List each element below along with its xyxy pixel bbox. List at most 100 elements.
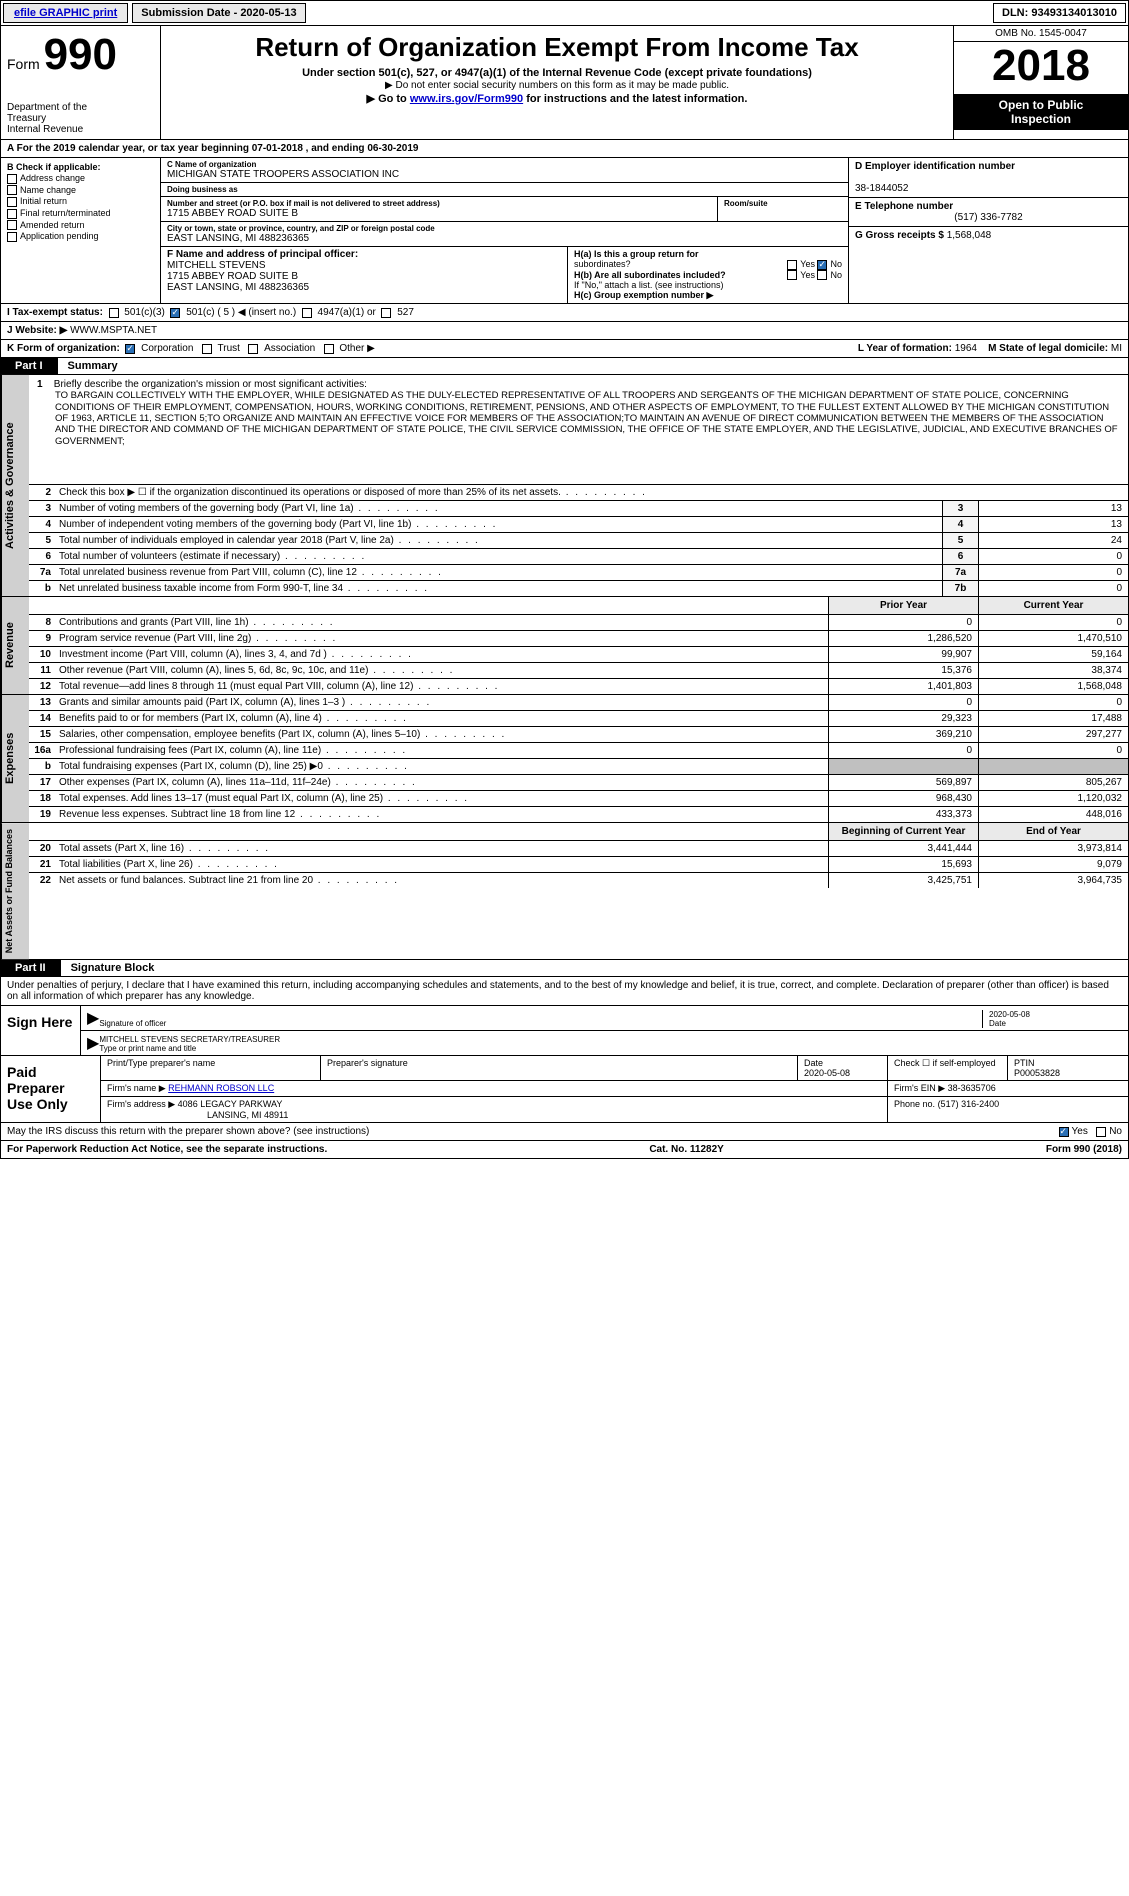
opt-initial: Initial return: [20, 196, 67, 206]
chk-address-change[interactable]: Address change: [7, 173, 154, 184]
checkbox-icon[interactable]: [1096, 1127, 1106, 1137]
vtab-governance: Activities & Governance: [1, 375, 29, 596]
irs-link[interactable]: www.irs.gov/Form990: [410, 93, 523, 105]
line-desc: Investment income (Part VIII, column (A)…: [55, 647, 828, 662]
table-row: 17Other expenses (Part IX, column (A), l…: [29, 775, 1128, 791]
line-val: 0: [978, 565, 1128, 580]
mission-label: Briefly describe the organization's miss…: [54, 379, 367, 390]
phone-row: E Telephone number (517) 336-7782: [849, 198, 1128, 227]
checkbox-checked-icon[interactable]: [125, 344, 135, 354]
expenses-lines: 13Grants and similar amounts paid (Part …: [29, 695, 1128, 822]
chk-final-return[interactable]: Final return/terminated: [7, 208, 154, 219]
chk-name-change[interactable]: Name change: [7, 185, 154, 196]
checkbox-checked-icon[interactable]: [1059, 1127, 1069, 1137]
sig-date-label: Date: [989, 1019, 1122, 1028]
governance-body: 1 Briefly describe the organization's mi…: [29, 375, 1128, 596]
hb-note: If "No," attach a list. (see instruction…: [574, 280, 842, 290]
line-box: 7b: [942, 581, 978, 596]
sig-line-2: ▶ MITCHELL STEVENS SECRETARY/TREASURER T…: [81, 1031, 1128, 1055]
sig-declaration: Under penalties of perjury, I declare th…: [1, 977, 1128, 1006]
sig-date-val: 2020-05-08: [989, 1010, 1122, 1019]
line-num: 13: [29, 695, 55, 710]
current-val: 805,267: [978, 775, 1128, 790]
line-desc: Total liabilities (Part X, line 26): [55, 857, 828, 872]
yes-label: Yes: [1072, 1126, 1088, 1137]
efile-print-button[interactable]: efile GRAPHIC print: [3, 3, 128, 23]
begin-year-header: Beginning of Current Year: [828, 823, 978, 840]
current-val: 3,964,735: [978, 873, 1128, 888]
prior-val: 3,425,751: [828, 873, 978, 888]
checkbox-icon[interactable]: [109, 308, 119, 318]
arrow-icon: ▶: [87, 1008, 99, 1028]
line-num: 20: [29, 841, 55, 856]
firm-address: Firm's address ▶ 4086 LEGACY PARKWAY LAN…: [101, 1097, 888, 1122]
table-row: 8Contributions and grants (Part VIII, li…: [29, 615, 1128, 631]
firm-name-link[interactable]: REHMANN ROBSON LLC: [168, 1083, 274, 1093]
line-val: 0: [978, 549, 1128, 564]
table-row: 7aTotal unrelated business revenue from …: [29, 565, 1128, 581]
line-desc: Net unrelated business taxable income fr…: [55, 581, 942, 596]
website-value: WWW.MSPTA.NET: [70, 325, 157, 336]
form-number: Form 990: [7, 30, 154, 80]
table-row: 22Net assets or fund balances. Subtract …: [29, 873, 1128, 888]
checkbox-icon[interactable]: [202, 344, 212, 354]
checkbox-icon[interactable]: [817, 270, 827, 280]
prep-line-1: Print/Type preparer's name Preparer's si…: [101, 1056, 1128, 1081]
current-val: 1,568,048: [978, 679, 1128, 694]
checkbox-icon[interactable]: [302, 308, 312, 318]
checkbox-icon[interactable]: [787, 260, 797, 270]
current-val: 0: [978, 695, 1128, 710]
firm-name: Firm's name ▶ REHMANN ROBSON LLC: [101, 1081, 888, 1096]
chk-application-pending[interactable]: Application pending: [7, 231, 154, 242]
firm-phone: Phone no. (517) 316-2400: [888, 1097, 1128, 1122]
sig-date: 2020-05-08 Date: [982, 1010, 1122, 1028]
signature-block: Under penalties of perjury, I declare th…: [0, 977, 1129, 1123]
checkbox-icon: [7, 197, 17, 207]
preparer-row: Paid Preparer Use Only Print/Type prepar…: [1, 1055, 1128, 1122]
governance-lines: 2Check this box ▶ ☐ if the organization …: [29, 485, 1128, 596]
firm-addr-val: 4086 LEGACY PARKWAY: [178, 1099, 283, 1109]
line-num: 18: [29, 791, 55, 806]
m-value: MI: [1111, 343, 1122, 354]
line-num: b: [29, 581, 55, 596]
netassets-lines: 20Total assets (Part X, line 16)3,441,44…: [29, 841, 1128, 888]
form-title: Return of Organization Exempt From Incom…: [169, 32, 945, 63]
line-num: 10: [29, 647, 55, 662]
end-year-header: End of Year: [978, 823, 1128, 840]
checkbox-icon[interactable]: [787, 270, 797, 280]
form-prefix: Form: [7, 56, 40, 72]
checkbox-icon: [7, 220, 17, 230]
checkbox-checked-icon[interactable]: [170, 308, 180, 318]
sign-here-row: Sign Here ▶ Signature of officer 2020-05…: [1, 1006, 1128, 1055]
checkbox-icon[interactable]: [381, 308, 391, 318]
prior-val: [828, 759, 978, 774]
current-val: 1,120,032: [978, 791, 1128, 806]
spacer: [29, 823, 828, 840]
line-num: b: [29, 759, 55, 774]
table-row: 16aProfessional fundraising fees (Part I…: [29, 743, 1128, 759]
officer-addr2: EAST LANSING, MI 488236365: [167, 282, 561, 293]
room-suite: Room/suite: [718, 197, 848, 221]
line-val: 0: [978, 581, 1128, 596]
prior-val: 1,286,520: [828, 631, 978, 646]
firm-addr-label: Firm's address ▶: [107, 1099, 175, 1109]
topbar-spacer: [308, 1, 991, 25]
preparer-label: Paid Preparer Use Only: [1, 1056, 101, 1122]
street-cell: Number and street (or P.O. box if mail i…: [161, 197, 848, 222]
checkbox-checked-icon[interactable]: [817, 260, 827, 270]
cat-no: Cat. No. 11282Y: [649, 1144, 723, 1155]
column-b: B Check if applicable: Address change Na…: [1, 158, 161, 303]
sig-line-1: ▶ Signature of officer 2020-05-08 Date: [81, 1006, 1128, 1031]
prior-val: 968,430: [828, 791, 978, 806]
checkbox-icon[interactable]: [248, 344, 258, 354]
street-label: Number and street (or P.O. box if mail i…: [167, 199, 711, 208]
line-desc: Number of voting members of the governin…: [55, 501, 942, 516]
column-d: D Employer identification number 38-1844…: [848, 158, 1128, 303]
l-value: 1964: [955, 343, 977, 354]
chk-initial-return[interactable]: Initial return: [7, 196, 154, 207]
g-label: G Gross receipts $: [855, 230, 944, 241]
checkbox-icon[interactable]: [324, 344, 334, 354]
sub3-post: for instructions and the latest informat…: [523, 93, 747, 105]
officer-name: MITCHELL STEVENS: [167, 260, 561, 271]
chk-amended-return[interactable]: Amended return: [7, 220, 154, 231]
